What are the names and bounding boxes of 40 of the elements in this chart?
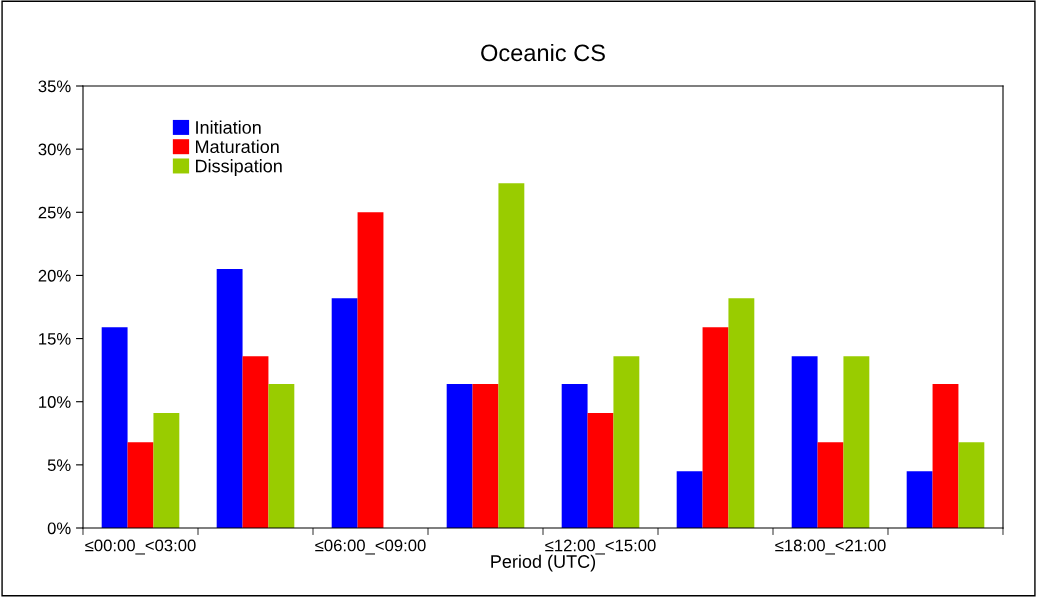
bar: [587, 413, 614, 528]
bar: [153, 413, 180, 528]
x-axis-title: Period (UTC): [491, 554, 596, 572]
bar: [472, 384, 499, 528]
bar: [242, 356, 269, 528]
legend-label: Maturation: [196, 139, 279, 154]
bar: [932, 384, 959, 528]
bar: [702, 327, 729, 528]
y-tick-label: 15%: [39, 333, 71, 345]
bar: [268, 384, 295, 528]
bar: [958, 442, 985, 528]
bar: [127, 442, 154, 528]
bar: [331, 298, 358, 528]
y-tick-label: 5%: [47, 459, 71, 472]
x-tick-label: ≤00:00_<03:00: [85, 539, 196, 555]
y-tick-label: 25%: [38, 206, 71, 219]
bar: [446, 384, 473, 528]
y-tick-label: 35%: [38, 80, 71, 93]
bar: [728, 298, 755, 528]
y-tick-label: 10%: [39, 396, 71, 408]
legend-label: Dissipation: [196, 159, 282, 176]
bar: [791, 356, 818, 528]
y-tick-label: 0%: [47, 522, 71, 535]
bar: [906, 471, 933, 528]
chart-title: Oceanic CS: [481, 43, 605, 62]
y-tick-label: 30%: [38, 143, 71, 156]
bar: [101, 327, 128, 528]
y-tick-label: 20%: [38, 269, 71, 282]
legend-label: Initiation: [196, 120, 261, 134]
bar: [843, 356, 870, 528]
x-tick-label: ≤12:00_<15:00: [545, 539, 656, 555]
bar: [498, 183, 525, 528]
x-tick-label: ≤06:00_<09:00: [315, 539, 426, 555]
x-tick-label: ≤18:00_<21:00: [775, 539, 886, 555]
bar: [561, 384, 588, 528]
bar: [216, 269, 243, 528]
bar: [357, 212, 384, 528]
bar: [676, 471, 703, 528]
bar: [817, 442, 844, 528]
bar: [613, 356, 640, 528]
